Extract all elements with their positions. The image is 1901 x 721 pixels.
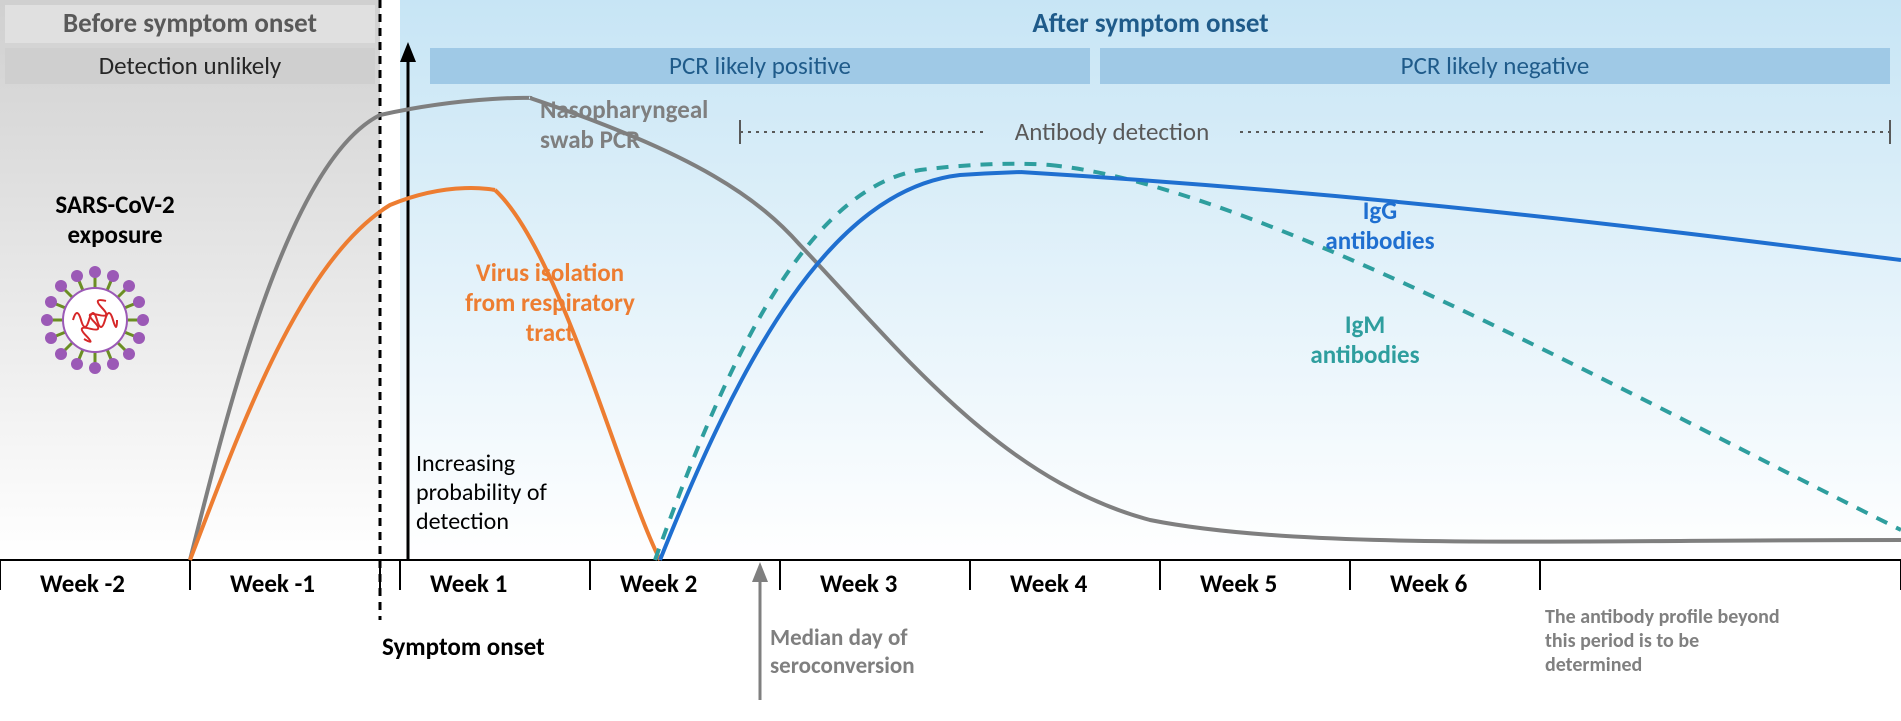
virus-isolation-label: Virus isolation from respiratory tract	[445, 258, 655, 348]
tick-week-m2: Week -2	[40, 568, 125, 599]
increasing-probability-label: Increasing probability of detection	[416, 450, 547, 536]
antibody-detection-label: Antibody detection	[1015, 116, 1210, 147]
antibody-detection-bracket	[740, 120, 1890, 144]
diagnostic-timeline-diagram: Before symptom onset After symptom onset…	[0, 0, 1901, 721]
igg-curve	[660, 172, 1901, 560]
igm-curve	[655, 164, 1901, 560]
tick-week-5: Week 5	[1200, 568, 1277, 599]
seroconversion-label: Median day of seroconversion	[770, 625, 915, 680]
tick-week-m1: Week -1	[230, 568, 315, 599]
tick-week-6: Week 6	[1390, 568, 1467, 599]
tick-week-2: Week 2	[620, 568, 697, 599]
igg-label: IgG antibodies	[1310, 196, 1450, 256]
seroconversion-arrow	[752, 562, 768, 700]
tick-week-3: Week 3	[820, 568, 897, 599]
tick-week-4: Week 4	[1010, 568, 1087, 599]
nasopharyngeal-pcr-label: Nasopharyngeal swab PCR	[540, 95, 708, 155]
virus-icon	[41, 266, 149, 374]
tick-week-1: Week 1	[430, 568, 507, 599]
igm-label: IgM antibodies	[1295, 310, 1435, 370]
symptom-onset-label: Symptom onset	[382, 632, 545, 662]
footnote-label: The antibody profile beyond this period …	[1545, 605, 1885, 677]
sars-exposure-label: SARS-CoV-2 exposure	[40, 190, 190, 250]
increasing-probability-arrow	[400, 42, 416, 560]
